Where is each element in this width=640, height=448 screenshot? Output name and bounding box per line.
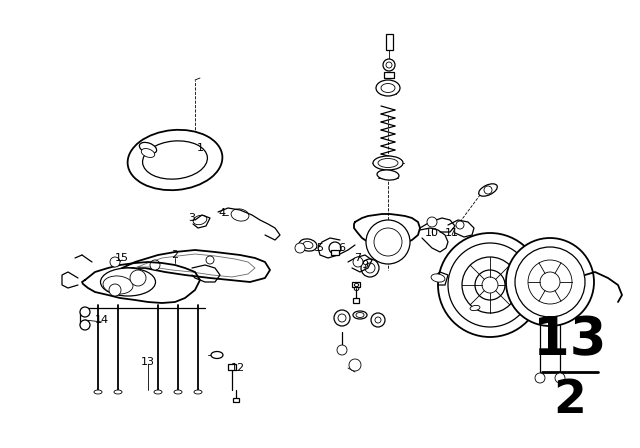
Ellipse shape (127, 130, 222, 190)
Ellipse shape (154, 390, 162, 394)
Text: 13: 13 (141, 357, 155, 367)
Circle shape (130, 270, 146, 286)
Bar (233, 398, 239, 402)
Text: 2: 2 (554, 378, 586, 422)
Text: 5: 5 (317, 243, 323, 253)
Text: 14: 14 (95, 315, 109, 325)
Circle shape (295, 243, 305, 253)
Circle shape (438, 233, 542, 337)
Text: 7: 7 (355, 253, 362, 263)
Circle shape (535, 373, 545, 383)
Ellipse shape (377, 170, 399, 180)
Circle shape (353, 257, 363, 267)
Bar (353, 297, 359, 302)
Ellipse shape (103, 276, 133, 294)
Circle shape (365, 263, 375, 273)
Text: 15: 15 (115, 253, 129, 263)
Ellipse shape (211, 352, 223, 358)
Ellipse shape (143, 141, 207, 179)
Bar (352, 281, 360, 287)
Ellipse shape (94, 390, 102, 394)
Text: 10: 10 (425, 228, 439, 238)
Ellipse shape (174, 390, 182, 394)
Circle shape (555, 373, 565, 383)
Circle shape (528, 260, 572, 304)
Circle shape (462, 257, 518, 313)
Circle shape (482, 277, 498, 293)
Ellipse shape (100, 268, 156, 296)
Circle shape (109, 284, 121, 296)
Circle shape (386, 62, 392, 68)
Circle shape (448, 243, 532, 327)
Circle shape (337, 345, 347, 355)
Ellipse shape (299, 239, 317, 251)
Circle shape (383, 59, 395, 71)
Ellipse shape (140, 142, 157, 154)
Bar (385, 34, 392, 50)
Text: 1: 1 (196, 143, 204, 153)
Ellipse shape (231, 209, 249, 221)
Circle shape (375, 317, 381, 323)
Ellipse shape (194, 390, 202, 394)
Ellipse shape (373, 156, 403, 170)
Ellipse shape (381, 83, 395, 92)
Ellipse shape (470, 306, 480, 310)
Text: 3: 3 (189, 213, 195, 223)
Circle shape (456, 221, 464, 229)
Ellipse shape (376, 80, 400, 96)
Text: 12: 12 (231, 363, 245, 373)
Circle shape (371, 313, 385, 327)
Circle shape (540, 272, 560, 292)
Bar (228, 364, 236, 370)
Text: 4: 4 (218, 208, 225, 218)
Circle shape (206, 256, 214, 264)
Circle shape (329, 242, 341, 254)
Circle shape (506, 238, 594, 326)
Circle shape (349, 359, 361, 371)
Circle shape (427, 217, 437, 227)
Circle shape (334, 310, 350, 326)
Text: 8: 8 (353, 283, 360, 293)
Circle shape (374, 228, 402, 256)
Circle shape (80, 320, 90, 330)
Circle shape (475, 270, 505, 300)
Ellipse shape (479, 184, 497, 196)
Ellipse shape (114, 390, 122, 394)
Ellipse shape (141, 149, 155, 157)
Circle shape (80, 307, 90, 317)
Ellipse shape (303, 241, 313, 249)
Bar (331, 250, 339, 254)
Text: 13: 13 (533, 314, 607, 366)
Text: 11: 11 (445, 228, 459, 238)
Ellipse shape (378, 159, 398, 168)
Circle shape (366, 220, 410, 264)
Circle shape (361, 259, 379, 277)
Ellipse shape (193, 215, 207, 225)
Text: 2: 2 (172, 250, 179, 260)
Circle shape (150, 260, 160, 270)
Ellipse shape (353, 311, 367, 319)
Circle shape (338, 314, 346, 322)
Circle shape (110, 257, 120, 267)
Text: 6: 6 (339, 243, 346, 253)
Text: 9: 9 (362, 260, 369, 270)
Ellipse shape (356, 313, 364, 318)
Circle shape (515, 247, 585, 317)
Circle shape (484, 186, 492, 194)
Ellipse shape (431, 274, 445, 282)
Bar (384, 72, 394, 78)
